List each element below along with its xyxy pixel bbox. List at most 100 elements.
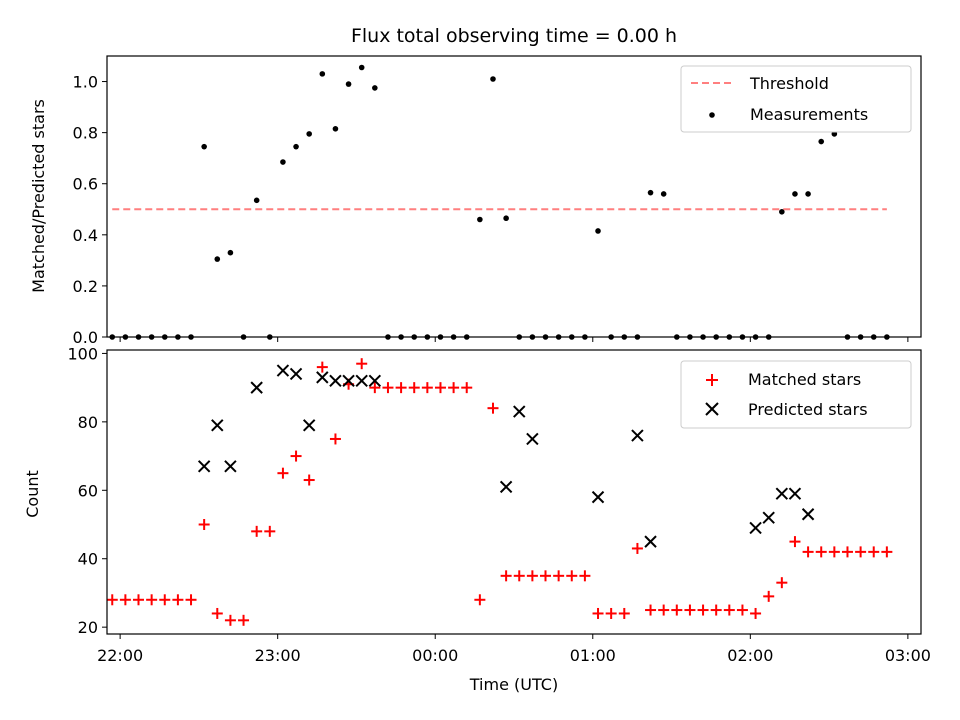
bottom-y-tick-label: 40: [78, 550, 98, 569]
matched-star-point: [776, 577, 788, 589]
matched-star-point: [736, 604, 748, 616]
matched-star-point: [658, 604, 670, 616]
x-tick-label: 22:00: [97, 646, 143, 665]
predicted-star-point: [513, 405, 526, 418]
matched-star-point: [382, 382, 394, 394]
bottom-panel: Count Time (UTC) 20 40 60 80 100 22:00 23:00 0…: [23, 344, 931, 694]
top-x-ticks: [119, 337, 909, 342]
top-y-tick-label: 0.4: [73, 226, 98, 245]
measurement-point: [293, 143, 299, 150]
bottom-y-tick-label: 80: [78, 413, 98, 432]
matched-star-point: [290, 450, 302, 462]
top-y-axis-label: Matched/Predicted stars: [29, 99, 48, 293]
x-axis-label: Time (UTC): [469, 675, 558, 694]
measurement-point: [503, 215, 509, 222]
matched-star-point: [526, 570, 538, 582]
matched-star-point: [684, 604, 696, 616]
predicted-star-point: [289, 367, 303, 381]
matched-star-point: [671, 604, 683, 616]
predicted-legend-swatch: [705, 402, 719, 416]
matched-star-point: [185, 594, 197, 606]
matched-star-point: [461, 382, 473, 394]
predicted-legend-label: Predicted stars: [748, 400, 868, 419]
bottom-plot-marks: [106, 358, 893, 626]
matched-legend-swatch: [706, 374, 718, 386]
matched-star-point: [487, 402, 499, 414]
measurement-point: [345, 81, 352, 87]
x-tick-label: 03:00: [885, 646, 931, 665]
matched-star-point: [789, 536, 801, 548]
bottom-plot-frame: [106, 349, 922, 635]
top-y-tick-label: 0.6: [73, 175, 98, 194]
predicted-star-point: [224, 460, 237, 473]
measurement-point: [647, 189, 654, 196]
matched-star-point: [395, 382, 407, 394]
predicted-star-point: [591, 490, 605, 504]
matched-star-point: [198, 519, 210, 531]
matched-star-point: [605, 607, 617, 619]
predicted-star-point: [302, 419, 316, 432]
measurement-point: [253, 197, 260, 204]
matched-star-point: [434, 382, 446, 394]
matched-legend-label: Matched stars: [748, 370, 861, 389]
matched-star-point: [802, 546, 814, 558]
matched-star-point: [329, 433, 341, 445]
predicted-star-point: [775, 487, 789, 500]
top-y-tick-label: 0.2: [73, 277, 98, 296]
top-y-ticks: 0.0 0.2 0.4 0.6 0.8 1.0: [73, 73, 107, 347]
matched-star-point: [133, 594, 145, 606]
measurement-point: [201, 143, 207, 150]
matched-star-point: [211, 607, 223, 619]
matched-star-point: [224, 614, 236, 626]
matched-star-point: [238, 614, 250, 626]
top-panel: Flux total observing time = 0.00 h Match…: [29, 25, 922, 347]
matched-star-point: [303, 474, 315, 486]
top-chart-title: Flux total observing time = 0.00 h: [351, 25, 677, 47]
predicted-star-point: [788, 487, 802, 500]
top-legend: Threshold Measurements: [680, 65, 912, 133]
matched-star-point: [408, 382, 420, 394]
matched-star-point: [841, 546, 853, 558]
matched-star-point: [369, 382, 381, 394]
matched-star-point: [618, 607, 630, 619]
matched-star-point: [579, 570, 591, 582]
top-plot-frame: [106, 55, 922, 338]
measurement-point: [280, 159, 286, 165]
bottom-y-ticks: 20 40 60 80 100: [67, 344, 107, 637]
predicted-star-point: [316, 371, 329, 384]
measurement-point: [319, 71, 326, 77]
measurement-point: [227, 249, 234, 256]
matched-star-point: [828, 546, 840, 558]
measurement-point: [372, 85, 378, 91]
matched-star-point: [264, 525, 276, 537]
matched-star-point: [710, 604, 722, 616]
matched-star-point: [855, 546, 867, 558]
top-plot-marks: [109, 64, 890, 340]
top-y-tick-label: 0.0: [73, 328, 98, 347]
x-tick-label: 00:00: [412, 646, 458, 665]
measurement-point: [805, 191, 811, 197]
bottom-y-tick-label: 60: [78, 481, 98, 500]
predicted-star-point: [197, 460, 211, 473]
matched-star-point: [513, 570, 525, 582]
bottom-legend-box: [680, 360, 912, 429]
matched-star-point: [172, 594, 184, 606]
predicted-star-point: [499, 480, 513, 494]
matched-star-point: [750, 607, 762, 619]
measurement-point: [595, 228, 601, 234]
matched-star-point: [474, 594, 486, 606]
matched-star-point: [106, 594, 118, 606]
predicted-star-point: [329, 374, 342, 388]
predicted-star-point: [368, 374, 382, 388]
measurement-point: [660, 191, 667, 197]
matched-star-point: [146, 594, 158, 606]
x-tick-label: 23:00: [255, 646, 301, 665]
matched-star-point: [763, 590, 775, 602]
predicted-star-point: [631, 429, 644, 442]
top-legend-box: [680, 65, 912, 133]
matched-star-point: [868, 546, 880, 558]
measurement-point: [358, 64, 365, 71]
bottom-y-tick-label: 100: [67, 344, 98, 363]
matched-star-point: [723, 604, 735, 616]
